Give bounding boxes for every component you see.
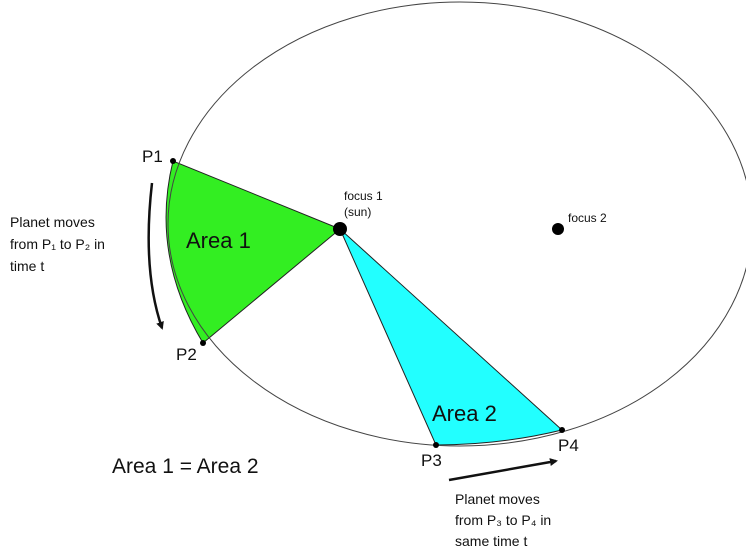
area-1-sector	[165, 160, 341, 344]
note-left-line-3: time t	[10, 258, 44, 274]
note-left-line-1: Planet moves	[10, 214, 95, 230]
note-left-line-2: from P₁ to P₂ in	[10, 236, 105, 252]
motion-arrow-p1-p2	[147, 182, 164, 330]
point-p4-dot	[559, 427, 565, 433]
area-2-sector	[339, 228, 564, 446]
point-p4-label: P4	[558, 436, 579, 455]
note-bottom-line-1: Planet moves	[455, 491, 540, 507]
focus-1-label: focus 1	[344, 189, 383, 203]
point-p3-label: P3	[421, 451, 442, 470]
focus-1-sun-dot	[333, 222, 347, 236]
area-2-label: Area 2	[432, 401, 497, 426]
focus-1-sun-label: (sun)	[344, 205, 371, 219]
point-p1-label: P1	[142, 147, 163, 166]
note-bottom-line-3: same time t	[455, 533, 527, 548]
focus-2-label: focus 2	[568, 211, 607, 225]
point-p1-dot	[170, 158, 176, 164]
focus-2-dot	[552, 223, 564, 235]
point-p2-label: P2	[176, 345, 197, 364]
orbit-ellipse	[167, 1, 746, 447]
point-p2-dot	[200, 340, 206, 346]
area-equation: Area 1 = Area 2	[112, 455, 259, 478]
point-p3-dot	[433, 442, 439, 448]
note-bottom-line-2: from P₃ to P₄ in	[455, 512, 551, 528]
motion-arrow-p3-p4	[448, 458, 558, 482]
area-1-label: Area 1	[186, 228, 251, 253]
